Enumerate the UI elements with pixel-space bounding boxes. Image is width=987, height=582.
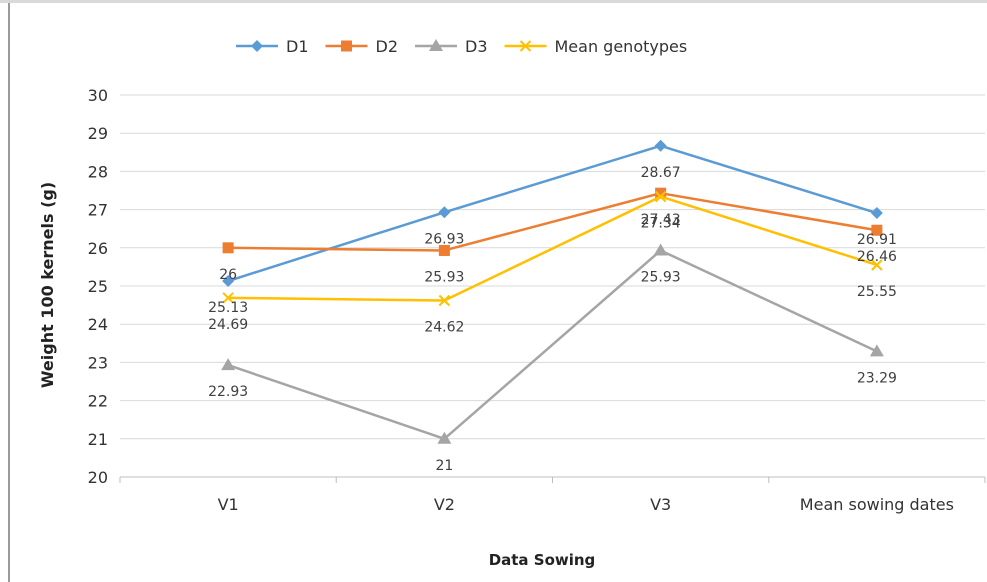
data-labels: 25.13 26.93 28.67 26.91 26 25.93 27.43 26.46 22.… xyxy=(208,165,897,474)
legend-item-3: Mean genotypes xyxy=(504,37,688,56)
series-line-0 xyxy=(227,144,878,283)
series-1-point-0 xyxy=(222,242,234,254)
gridlines xyxy=(120,94,985,478)
series-1-point-3 xyxy=(871,224,883,236)
data-label-3-1: 24.62 xyxy=(424,320,464,336)
y-axis-tick-labels: 20 21 22 23 24 25 26 27 28 29 30 xyxy=(88,86,108,487)
x-tick-label-3: Mean sowing dates xyxy=(800,495,954,514)
top-border xyxy=(0,0,987,3)
y-tick-label-28: 28 xyxy=(88,162,108,181)
data-label-2-1: 21 xyxy=(435,458,453,474)
legend-label-3: Mean genotypes xyxy=(555,37,688,56)
legend-marker-3 xyxy=(519,40,532,52)
series-lines xyxy=(221,139,884,444)
series-3-point-3 xyxy=(871,259,883,271)
legend-item-1: D2 xyxy=(325,37,399,56)
legend-item-2: D3 xyxy=(415,37,488,56)
x-tick-label-2: V3 xyxy=(650,495,671,514)
series-0-point-0 xyxy=(222,275,235,288)
y-tick-label-21: 21 xyxy=(88,430,108,449)
legend-marker-1 xyxy=(341,40,352,52)
legend-label-0: D1 xyxy=(286,37,309,56)
series-0-point-2 xyxy=(654,139,667,152)
data-label-1-0: 26 xyxy=(219,267,237,283)
series-2-point-0 xyxy=(221,358,236,371)
data-label-0-3: 26.91 xyxy=(857,232,897,248)
data-label-3-3: 25.55 xyxy=(857,284,897,300)
series-1-point-2 xyxy=(655,187,667,199)
data-label-1-3: 26.46 xyxy=(857,249,897,265)
series-line-2 xyxy=(227,249,878,441)
x-axis-ticks xyxy=(119,477,986,483)
legend-item-0: D1 xyxy=(236,37,309,56)
data-label-0-0: 25.13 xyxy=(208,300,248,316)
y-tick-label-22: 22 xyxy=(88,392,108,411)
series-3-point-1 xyxy=(438,294,451,307)
data-label-3-2: 27.34 xyxy=(641,216,681,232)
series-line-1 xyxy=(228,191,878,252)
series-3-point-0 xyxy=(222,292,234,304)
y-tick-label-23: 23 xyxy=(88,353,108,372)
series-2-point-2 xyxy=(653,243,668,256)
y-tick-label-25: 25 xyxy=(88,277,108,296)
legend: D1 D2 D3 Mean genotypes xyxy=(236,37,687,56)
data-label-0-1: 26.93 xyxy=(424,231,464,247)
legend-marker-0 xyxy=(251,40,263,52)
series-line-3 xyxy=(228,195,878,302)
x-tick-label-1: V2 xyxy=(434,495,455,514)
series-2-point-1 xyxy=(437,431,452,444)
x-axis-title: Data Sowing xyxy=(489,551,596,569)
legend-marker-2 xyxy=(429,39,443,51)
series-0-point-1 xyxy=(438,206,451,219)
legend-label-2: D3 xyxy=(465,37,488,56)
data-label-2-3: 23.29 xyxy=(857,370,897,386)
y-tick-label-26: 26 xyxy=(88,239,108,258)
data-label-2-2: 25.93 xyxy=(641,269,681,285)
left-border xyxy=(8,3,10,582)
y-tick-label-20: 20 xyxy=(88,468,108,487)
data-label-0-2: 28.67 xyxy=(641,165,681,181)
series-3-point-2 xyxy=(654,190,667,203)
data-label-2-0: 22.93 xyxy=(208,384,248,400)
series-2-point-3 xyxy=(869,344,884,357)
y-tick-label-29: 29 xyxy=(88,124,108,143)
y-tick-label-30: 30 xyxy=(88,86,108,105)
y-tick-label-27: 27 xyxy=(88,201,108,220)
legend-label-1: D2 xyxy=(376,37,399,56)
data-label-3-0: 24.69 xyxy=(208,317,248,333)
x-axis-tick-labels: V1 V2 V3 Mean sowing dates xyxy=(218,495,954,514)
data-label-1-2: 27.43 xyxy=(641,212,681,228)
x-tick-label-0: V1 xyxy=(218,495,239,514)
series-1-point-1 xyxy=(438,244,450,256)
data-label-1-1: 25.93 xyxy=(424,269,464,285)
series-0-point-3 xyxy=(870,207,883,220)
y-axis-title: Weight 100 kernels (g) xyxy=(38,182,57,388)
y-tick-label-24: 24 xyxy=(88,315,108,334)
